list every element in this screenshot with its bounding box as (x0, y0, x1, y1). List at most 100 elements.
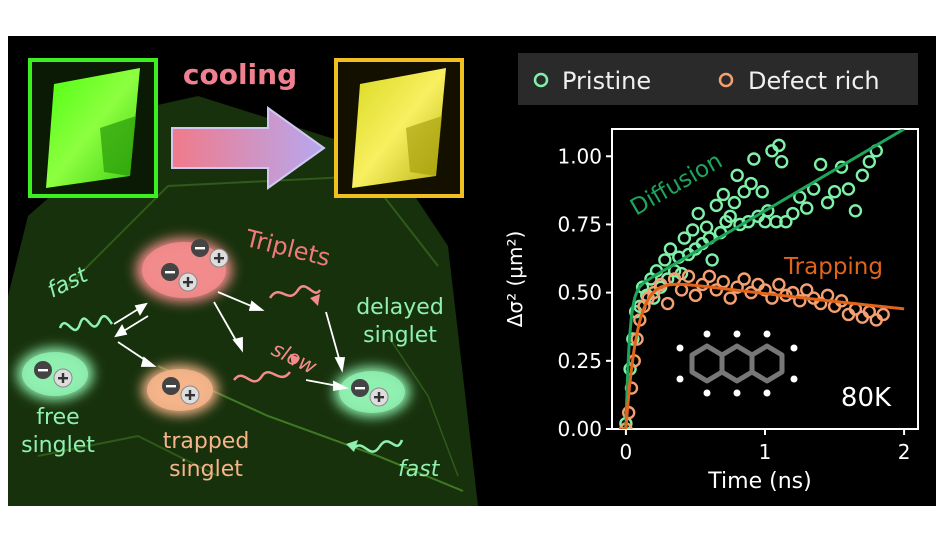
free-hole-icon (53, 368, 73, 388)
defect-point (723, 291, 737, 305)
defect-point (793, 294, 807, 308)
pristine-point (705, 253, 719, 267)
pristine-point (723, 209, 737, 223)
pristine-point (658, 253, 672, 267)
pristine-point (626, 332, 640, 346)
legend-label-pristine: Pristine (562, 67, 651, 95)
slow-squiggle-bottom (232, 371, 292, 383)
defect-point (765, 291, 779, 305)
triplet-electron-icon-2 (161, 263, 179, 281)
fast-squiggle-bottom (353, 439, 404, 453)
y-tick-label: 0.25 (557, 349, 602, 373)
molecule-icon (676, 330, 798, 397)
fast-squiggle-top (58, 314, 114, 332)
diffusion-fit-line (619, 129, 905, 429)
delayed-singlet-label-2: singlet (363, 323, 437, 348)
pristine-point (677, 231, 692, 245)
slow-arrowhead-top (310, 294, 320, 306)
pristine-point (727, 195, 742, 210)
pristine-point (744, 176, 758, 191)
pristine-point (855, 168, 870, 183)
pristine-point (741, 215, 756, 229)
defect-point (660, 296, 675, 311)
y-tick-label: 0.75 (557, 212, 602, 236)
delayed-electron-icon (351, 379, 369, 397)
pristine-point (834, 160, 849, 174)
pristine-point (747, 152, 761, 166)
pristine-point (755, 185, 769, 199)
trapping-label: Trapping (783, 254, 883, 280)
delayed-hole-icon (369, 387, 389, 407)
pristine-point (733, 217, 747, 232)
cooling-label: cooling (183, 58, 297, 91)
free-singlet-glow (17, 348, 93, 400)
trapped-hole-icon (180, 385, 200, 405)
pristine-point (786, 206, 800, 221)
trapped-electron-icon (162, 377, 180, 395)
defect-point (688, 288, 703, 303)
legend-marker-defect (718, 72, 734, 88)
pristine-point (800, 201, 814, 215)
y-axis-label: Δσ² (μm²) (503, 231, 527, 328)
delayed-singlet-glow (334, 367, 410, 417)
y-tick-label: 0.00 (557, 417, 602, 441)
pristine-point (813, 157, 828, 172)
trapped-singlet-label-2: singlet (169, 457, 243, 482)
cooling-arrow (171, 106, 326, 190)
free-singlet-label-2: singlet (21, 433, 95, 458)
figure: cooling Triplets free singl (8, 36, 936, 506)
triplet-hole-icon (209, 248, 229, 268)
pristine-point (862, 155, 877, 169)
trapping-fit-line (619, 282, 905, 429)
trapped-singlet-glow (142, 365, 218, 415)
temperature-label: 80K (841, 383, 892, 413)
x-tick-label: 2 (898, 440, 911, 464)
trapped-singlet-label-1: trapped (163, 429, 250, 454)
pristine-point (774, 155, 789, 169)
pristine-point (737, 185, 751, 199)
pristine-point (820, 195, 835, 210)
y-tick-label: 0.50 (557, 281, 602, 305)
defect-point (876, 307, 890, 322)
defect-point (800, 283, 814, 297)
free-singlet-label-1: free (36, 405, 79, 430)
pristine-point (841, 182, 856, 196)
y-tick-label: 1.00 (557, 144, 602, 168)
y-axis: 0.00 0.25 0.50 0.75 1.00 (557, 144, 612, 441)
defect-point (772, 277, 786, 292)
legend-box: Pristine Defect rich (518, 53, 918, 105)
fast-squiggle-bottom-arrowhead (346, 440, 358, 452)
defect-point (730, 280, 744, 294)
triplet-hole-icon-2 (178, 272, 198, 292)
pristine-point (663, 242, 678, 256)
pristine-point (691, 206, 705, 221)
warm-crystal-image (334, 58, 464, 198)
defect-point (647, 285, 661, 300)
delayed-singlet-label-1: delayed (356, 295, 444, 320)
defect-point (737, 272, 751, 286)
triplet-electron-icon (191, 239, 209, 257)
slow-squiggle-top (268, 285, 322, 299)
pristine-point (772, 138, 786, 153)
pristine-point (730, 168, 744, 183)
defect-point (702, 269, 717, 283)
triplet-pair (136, 238, 232, 302)
defect-point (758, 283, 772, 297)
pristine-point (716, 187, 730, 202)
process-arrows (113, 291, 349, 392)
free-electron-icon (34, 361, 52, 379)
pristine-point (685, 223, 700, 237)
x-tick-label: 0 (620, 440, 633, 464)
fast-label-bottom: fast (398, 457, 441, 482)
legend-marker-pristine (533, 72, 549, 88)
legend-label-defect: Defect rich (748, 67, 880, 95)
pristine-point (779, 215, 793, 229)
pristine-point (827, 185, 842, 199)
pristine-point (709, 198, 724, 213)
defect-point (681, 269, 696, 283)
cold-crystal-image (28, 58, 158, 198)
defect-point (813, 296, 828, 311)
pristine-point (848, 204, 863, 218)
x-tick-label: 1 (759, 440, 772, 464)
slow-arrowhead-bottom (290, 354, 300, 366)
